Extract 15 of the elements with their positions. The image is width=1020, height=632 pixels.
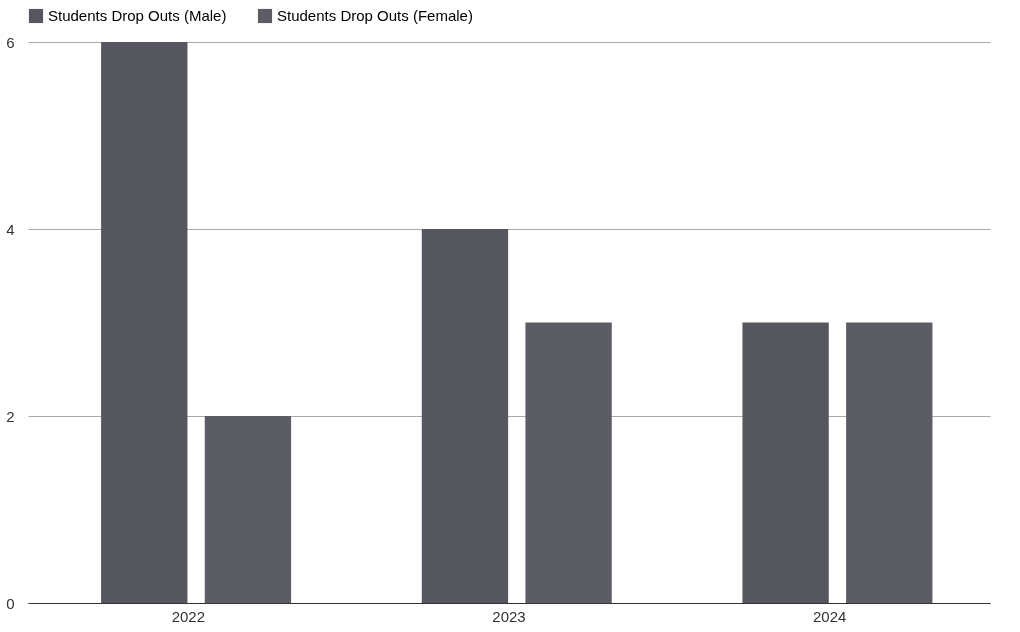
bar [742, 322, 829, 603]
x-tick-label: 2022 [171, 607, 206, 625]
bar [204, 416, 292, 603]
bar [421, 229, 509, 603]
y-tick-label: 2 [6, 407, 15, 425]
x-tick-label: 2024 [812, 607, 847, 625]
legend-label: Students Drop Outs (Female) [277, 7, 473, 24]
x-tick-label: 2023 [492, 607, 526, 625]
y-tick-label: 6 [6, 33, 15, 51]
y-tick-label: 4 [6, 220, 15, 238]
bar [101, 42, 188, 603]
bar [525, 322, 612, 603]
y-tick-label: 0 [6, 594, 15, 612]
bar [846, 322, 933, 603]
legend-label: Students Drop Outs (Male) [48, 7, 227, 24]
